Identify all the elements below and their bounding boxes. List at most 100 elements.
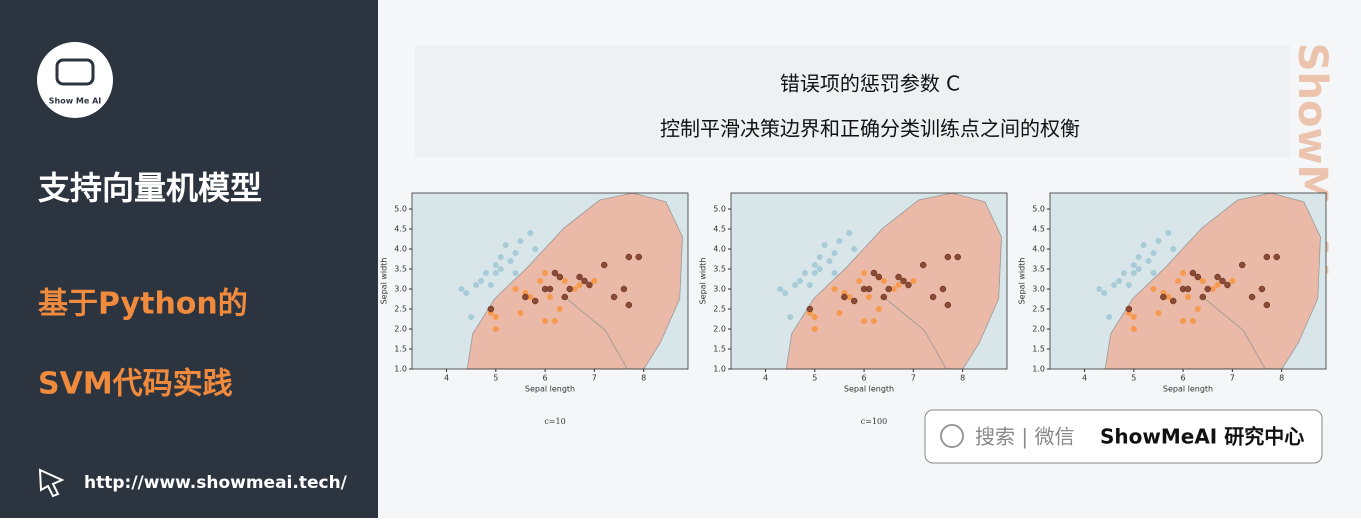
point: [625, 301, 633, 309]
x-tick-label: 6: [543, 374, 548, 383]
x-tick-label: 5: [1131, 374, 1136, 383]
point: [1155, 238, 1162, 244]
y-tick-label: 3.5: [713, 265, 726, 274]
sidebar-subtitle: 基于Python的: [38, 287, 248, 322]
point: [458, 286, 465, 292]
point: [497, 254, 504, 260]
y-tick-label: 1.5: [394, 345, 407, 354]
point: [895, 273, 902, 281]
point: [492, 262, 499, 268]
search-box[interactable]: [924, 409, 1323, 464]
point: [905, 281, 912, 289]
point: [1184, 285, 1192, 293]
point: [487, 282, 494, 288]
y-tick-label: 2.0: [1032, 325, 1045, 334]
x-tick-label: 6: [1181, 374, 1186, 383]
point: [468, 314, 475, 320]
y-tick-label: 5.0: [1032, 205, 1045, 214]
point: [620, 285, 628, 293]
point: [561, 293, 569, 301]
point: [522, 293, 529, 301]
point: [831, 286, 838, 292]
decision-boundary: [885, 298, 947, 370]
sidebar-title: 支持向量机模型: [38, 169, 262, 207]
point: [576, 282, 583, 288]
point: [782, 290, 789, 296]
point: [1224, 281, 1231, 289]
point: [944, 253, 952, 261]
point: [1155, 310, 1162, 316]
point: [861, 270, 868, 276]
point: [861, 318, 868, 324]
point: [1111, 282, 1118, 288]
decision-boundary: [1204, 298, 1266, 370]
point: [1130, 270, 1137, 276]
point: [1165, 230, 1172, 236]
point: [542, 318, 549, 324]
x-tick-label: 5: [493, 374, 498, 383]
point: [1150, 270, 1157, 276]
y-tick-label: 1.0: [394, 365, 407, 374]
point: [1169, 297, 1177, 305]
search-hint: 搜索 | 微信: [975, 425, 1074, 449]
logo-icon: [55, 58, 95, 86]
point: [811, 314, 818, 320]
point: [1125, 282, 1132, 288]
point: [1194, 273, 1202, 281]
point: [939, 285, 947, 293]
point: [870, 318, 877, 324]
point: [787, 314, 794, 320]
y-tick-label: 4.5: [1032, 225, 1045, 234]
point: [527, 294, 534, 300]
point: [811, 270, 818, 276]
point: [1160, 293, 1167, 301]
y-tick-label: 4.5: [394, 225, 407, 234]
url[interactable]: http://www.showmeai.tech/: [84, 473, 348, 493]
y-tick-label: 2.0: [394, 325, 407, 334]
point: [473, 282, 480, 288]
point: [870, 269, 878, 277]
point: [836, 310, 843, 316]
point: [482, 270, 489, 276]
point: [542, 270, 549, 276]
point: [556, 273, 564, 281]
point: [478, 278, 484, 284]
point: [1219, 277, 1226, 285]
point: [1135, 266, 1142, 272]
point: [875, 306, 882, 312]
point: [1145, 258, 1152, 264]
plot-frame: [1049, 192, 1327, 370]
point: [792, 282, 799, 288]
point: [895, 282, 902, 288]
x-tick-label: 6: [862, 374, 867, 383]
point: [463, 290, 470, 296]
y-tick-label: 4.0: [1032, 245, 1045, 254]
charts: 4 5 6 7 8 1.0 1.5 2.0 2.5 3.0 3.5 4.0 4.5 5.0 Sepal le…: [380, 192, 1327, 426]
y-tick-label: 3.0: [713, 285, 726, 294]
y-tick-label: 1.5: [1032, 345, 1045, 354]
point: [1258, 285, 1266, 293]
header-line: 控制平滑决策边界和正确分类训练点之间的权衡: [660, 117, 1080, 141]
point: [806, 282, 813, 288]
point: [890, 286, 897, 292]
point: [836, 238, 843, 244]
point: [571, 286, 578, 292]
point: [551, 318, 558, 324]
y-tick-label: 4.0: [713, 245, 726, 254]
point: [846, 294, 853, 300]
y-tick-label: 2.5: [713, 305, 726, 314]
point: [492, 326, 499, 332]
decision-boundary: [566, 298, 628, 370]
point: [1214, 273, 1221, 281]
point: [816, 254, 823, 260]
point: [831, 270, 838, 276]
point: [517, 310, 524, 316]
x-axis-label: Sepal length: [525, 385, 575, 394]
sidebar-subtitle: SVM代码实践: [38, 367, 233, 402]
y-axis-label: Sepal width: [380, 258, 389, 305]
y-tick-label: 1.5: [713, 345, 726, 354]
header-box: [415, 45, 1290, 157]
x-tick-label: 8: [641, 374, 646, 383]
point: [1209, 286, 1216, 292]
x-tick-label: 4: [1082, 374, 1087, 383]
